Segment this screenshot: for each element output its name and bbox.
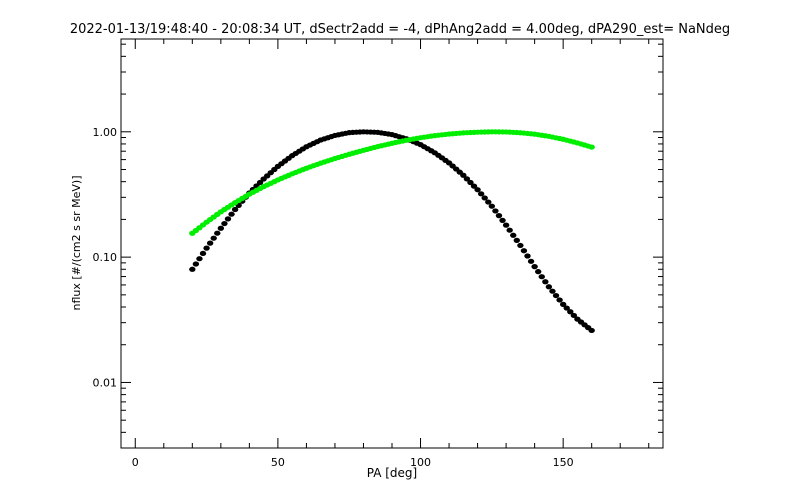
data-point	[510, 232, 517, 238]
data-point	[224, 216, 232, 222]
data-point	[481, 195, 488, 201]
chart-title: 2022-01-13/19:48:40 - 20:08:34 UT, dSect…	[70, 22, 730, 37]
x-tick-label: 0	[132, 456, 139, 469]
data-point	[192, 261, 200, 267]
data-point	[463, 176, 471, 182]
y-tick-label: 0.10	[93, 251, 118, 264]
data-point	[203, 245, 210, 251]
data-point	[256, 179, 264, 186]
data-point	[499, 217, 506, 223]
data-point	[199, 250, 207, 257]
data-point	[531, 264, 538, 270]
data-point	[506, 227, 513, 233]
data-point	[513, 237, 520, 243]
data-point	[189, 266, 196, 272]
data-point	[563, 305, 570, 311]
data-point	[520, 248, 528, 254]
data-point	[492, 208, 499, 214]
data-point	[538, 274, 545, 280]
data-series	[189, 129, 595, 334]
data-point	[206, 240, 214, 246]
data-point	[549, 288, 556, 294]
x-tick-label: 50	[271, 456, 285, 469]
y-axis-label: nflux [#/(cm2 s sr MeV)]	[70, 176, 83, 311]
data-point	[552, 292, 560, 299]
data-point	[524, 253, 531, 259]
data-point	[588, 144, 595, 150]
data-point	[517, 242, 524, 249]
series-1	[189, 129, 595, 334]
data-point	[221, 220, 228, 227]
data-point	[210, 235, 217, 241]
plot-frame	[120, 38, 664, 449]
data-point	[527, 258, 535, 264]
data-point	[545, 284, 553, 290]
data-point	[196, 256, 203, 262]
data-point	[567, 309, 574, 315]
data-point	[570, 312, 578, 319]
x-tick-label: 100	[410, 456, 431, 469]
data-point	[495, 213, 503, 219]
data-point	[588, 327, 595, 334]
data-point	[231, 206, 239, 213]
data-point	[228, 211, 235, 217]
data-point	[559, 301, 567, 307]
data-point	[474, 187, 481, 193]
series-2	[189, 129, 595, 236]
data-point	[477, 191, 485, 197]
data-point	[467, 179, 474, 186]
x-axis-label: PA [deg]	[367, 466, 417, 480]
data-point	[485, 199, 492, 205]
data-point	[470, 183, 478, 189]
data-point	[502, 222, 510, 228]
data-point	[460, 172, 467, 178]
y-tick-label: 0.01	[93, 376, 118, 389]
data-point	[214, 230, 221, 236]
data-point	[217, 225, 225, 231]
y-tick-label: 1.00	[93, 126, 118, 139]
data-point	[542, 279, 549, 285]
data-point	[535, 269, 542, 275]
data-point	[556, 297, 563, 303]
data-point	[488, 203, 496, 209]
axis-ticks: 0 50 100 150 0.01 0.10 1.00	[93, 39, 663, 469]
x-tick-label: 150	[553, 456, 574, 469]
